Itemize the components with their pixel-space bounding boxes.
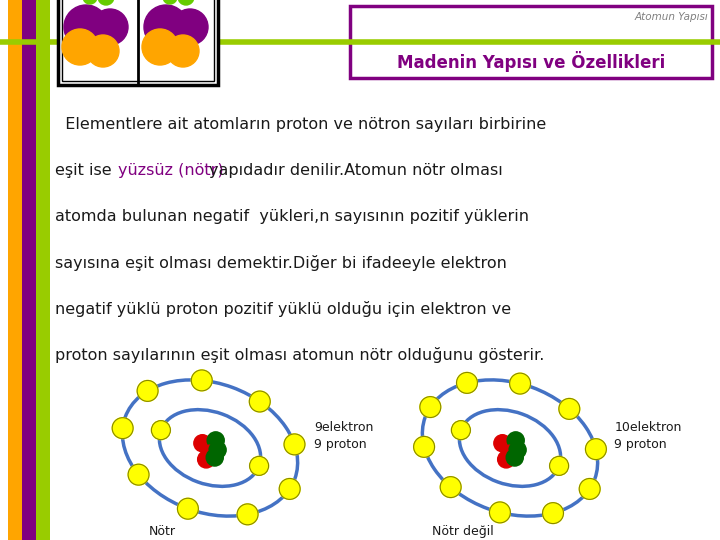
Circle shape [237, 504, 258, 525]
Circle shape [142, 29, 178, 65]
Circle shape [279, 478, 300, 500]
Circle shape [451, 421, 470, 440]
FancyBboxPatch shape [350, 6, 712, 78]
Text: proton sayılarının eşit olması atomun nötr olduğunu gösterir.: proton sayılarının eşit olması atomun nö… [55, 347, 544, 363]
Circle shape [456, 373, 477, 393]
Circle shape [543, 503, 564, 524]
Circle shape [549, 456, 569, 475]
Circle shape [250, 456, 269, 475]
Circle shape [128, 464, 149, 485]
Text: 9 proton: 9 proton [614, 438, 667, 451]
Circle shape [98, 0, 114, 5]
Text: Nötr değil: Nötr değil [431, 525, 493, 538]
Circle shape [178, 0, 194, 5]
Text: 9 proton: 9 proton [315, 438, 367, 451]
Text: Madenin Yapısı ve Özellikleri: Madenin Yapısı ve Özellikleri [397, 51, 665, 71]
FancyBboxPatch shape [62, 0, 214, 81]
Text: Atomun Yapısı: Atomun Yapısı [634, 12, 708, 22]
Circle shape [494, 435, 511, 452]
Circle shape [144, 5, 188, 49]
Circle shape [579, 478, 600, 500]
Text: sayısına eşit olması demektir.Diğer bi ifadeeyle elektron: sayısına eşit olması demektir.Diğer bi i… [55, 255, 507, 271]
Circle shape [207, 432, 224, 449]
Text: yapıdadır denilir.Atomun nötr olması: yapıdadır denilir.Atomun nötr olması [209, 164, 503, 179]
Circle shape [506, 449, 523, 466]
Circle shape [202, 445, 219, 462]
Circle shape [62, 29, 98, 65]
Circle shape [249, 391, 270, 412]
Circle shape [206, 449, 223, 466]
Circle shape [87, 35, 119, 67]
Circle shape [83, 0, 97, 4]
Circle shape [112, 418, 133, 438]
Circle shape [490, 502, 510, 523]
Circle shape [177, 498, 198, 519]
Circle shape [137, 381, 158, 401]
Circle shape [163, 0, 177, 4]
Circle shape [172, 9, 208, 45]
Circle shape [414, 436, 435, 457]
Text: yüzsüz (nötr): yüzsüz (nötr) [118, 164, 224, 179]
Text: atomda bulunan negatif  yükleri,n sayısının pozitif yüklerin: atomda bulunan negatif yükleri,n sayısın… [55, 210, 529, 225]
Circle shape [151, 421, 171, 440]
Circle shape [209, 441, 226, 458]
FancyBboxPatch shape [58, 0, 218, 85]
Circle shape [501, 445, 518, 462]
Circle shape [510, 373, 531, 394]
Text: 9elektron: 9elektron [315, 421, 374, 434]
Circle shape [420, 396, 441, 417]
Circle shape [64, 5, 108, 49]
Circle shape [198, 451, 215, 468]
Circle shape [559, 399, 580, 420]
Circle shape [585, 438, 606, 460]
Text: 10elektron: 10elektron [614, 421, 682, 434]
Bar [8, 0, 22, 540]
Circle shape [284, 434, 305, 455]
Circle shape [92, 9, 128, 45]
Text: Nötr: Nötr [149, 525, 176, 538]
Bar [36, 0, 50, 540]
Circle shape [507, 432, 524, 449]
Text: Elementlere ait atomların proton ve nötron sayıları birbirine: Elementlere ait atomların proton ve nötr… [55, 118, 546, 132]
Circle shape [498, 451, 515, 468]
Circle shape [192, 370, 212, 391]
Bar [22, 0, 36, 540]
Circle shape [440, 477, 461, 497]
Text: negatif yüklü proton pozitif yüklü olduğu için elektron ve: negatif yüklü proton pozitif yüklü olduğ… [55, 301, 511, 317]
Circle shape [509, 441, 526, 458]
Circle shape [167, 35, 199, 67]
Text: eşit ise: eşit ise [55, 164, 117, 179]
Circle shape [194, 435, 211, 452]
